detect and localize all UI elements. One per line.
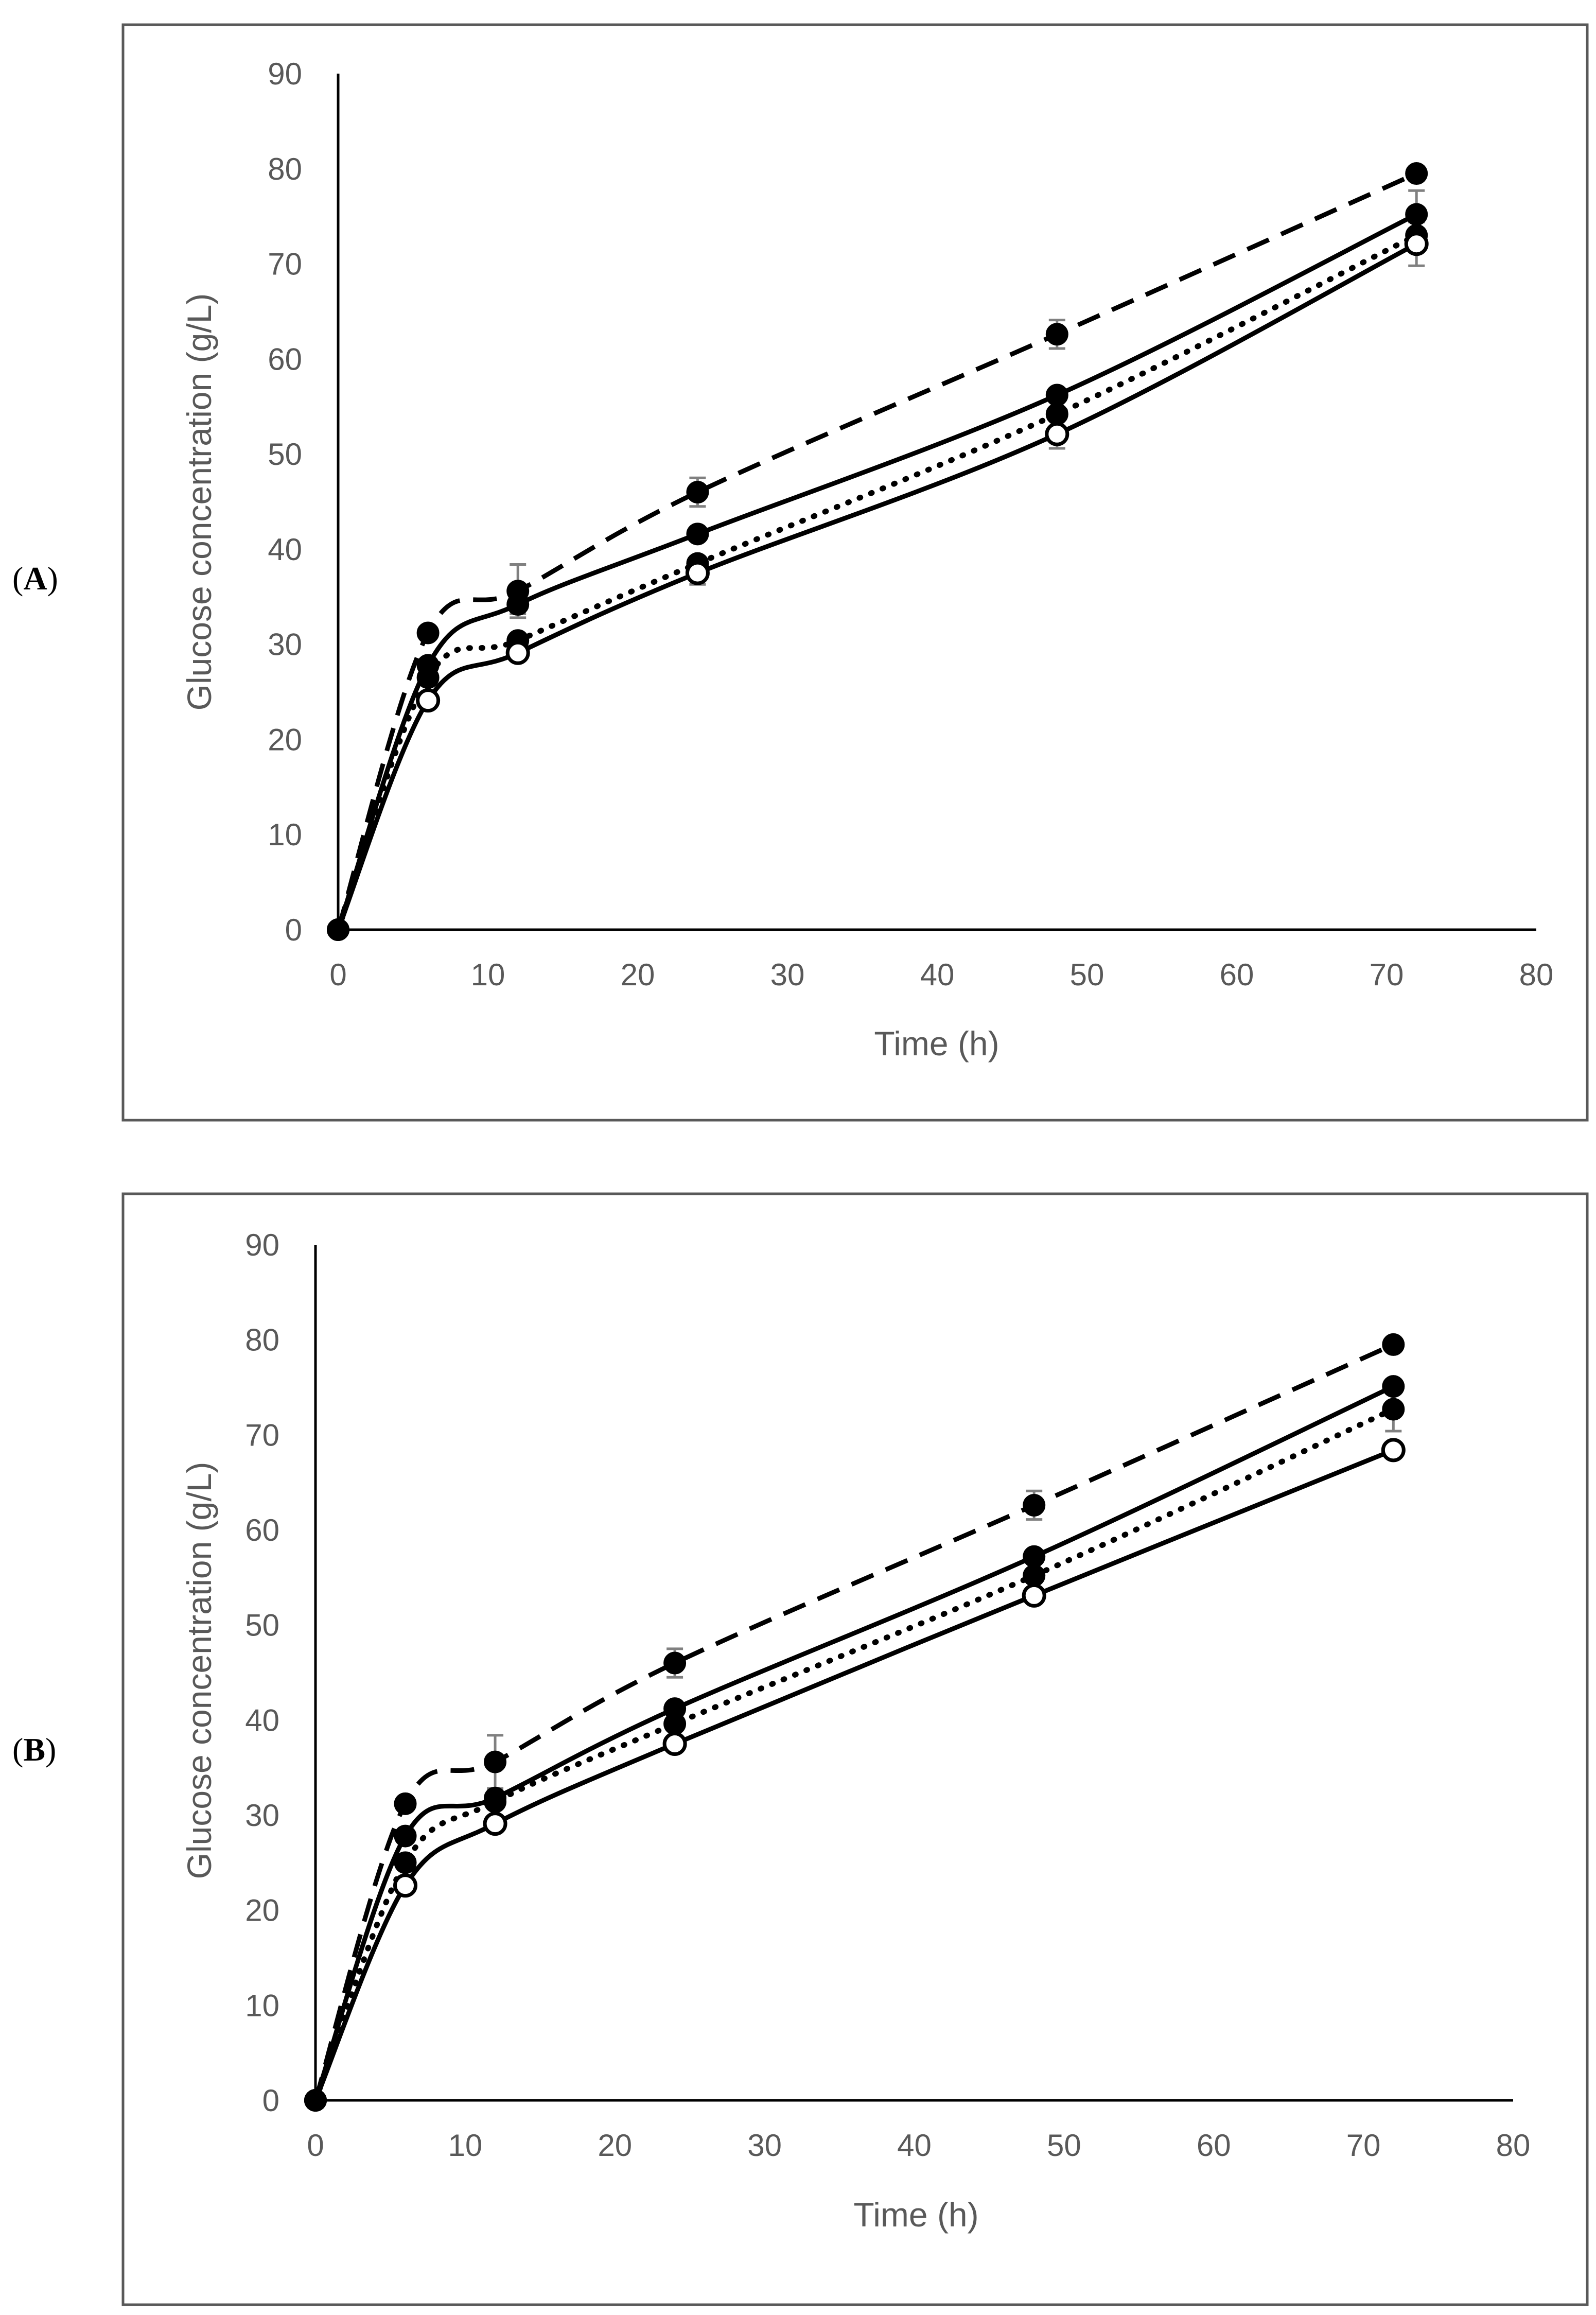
data-point bbox=[1023, 1493, 1046, 1517]
y-tick-label: 40 bbox=[245, 1703, 279, 1737]
data-point bbox=[663, 1651, 687, 1675]
data-point bbox=[327, 918, 349, 941]
y-tick-label: 40 bbox=[268, 532, 302, 567]
data-point bbox=[1382, 1375, 1405, 1398]
x-tick-label: 10 bbox=[471, 958, 505, 992]
y-tick-labels: 0 10 20 30 40 50 60 70 80 90 bbox=[245, 1228, 279, 2118]
y-tick-label: 30 bbox=[245, 1798, 279, 1833]
y-tick-label: 50 bbox=[245, 1608, 279, 1643]
series-line-2 bbox=[313, 1384, 1395, 2101]
data-point bbox=[1023, 1545, 1046, 1568]
series-line-2 bbox=[336, 212, 1418, 931]
x-axis-title: Time (h) bbox=[874, 1024, 999, 1063]
x-tick-label: 0 bbox=[307, 2128, 324, 2163]
data-point bbox=[416, 688, 441, 713]
series-line-1 bbox=[313, 1342, 1395, 2101]
data-point bbox=[1382, 1333, 1405, 1356]
data-point bbox=[1381, 1438, 1406, 1463]
y-tick-labels: 0 10 20 30 40 50 60 70 80 90 bbox=[268, 57, 302, 947]
panel-label-b: (B) bbox=[12, 1731, 56, 1768]
data-point bbox=[394, 1851, 417, 1874]
y-axis-title: Glucose concentration (g/L) bbox=[180, 293, 218, 711]
y-tick-label: 50 bbox=[268, 437, 302, 472]
data-point bbox=[1382, 1398, 1405, 1421]
data-point bbox=[505, 640, 530, 665]
x-tick-label: 50 bbox=[1070, 958, 1104, 992]
data-point bbox=[394, 1824, 417, 1848]
y-tick-label: 0 bbox=[285, 913, 302, 947]
x-tick-label: 50 bbox=[1047, 2128, 1081, 2163]
x-tick-labels: 0 10 20 30 40 50 60 70 80 bbox=[329, 958, 1553, 992]
y-tick-label: 60 bbox=[245, 1513, 279, 1547]
data-point bbox=[1404, 232, 1429, 256]
data-point bbox=[1045, 403, 1068, 426]
data-point bbox=[1405, 162, 1428, 185]
y-tick-label: 90 bbox=[245, 1228, 279, 1262]
series-layer bbox=[304, 1333, 1406, 2112]
panel-a: (A) Time (h) Glucose concentration (g/L)… bbox=[12, 23, 1589, 1122]
data-point bbox=[304, 2089, 327, 2112]
data-point bbox=[662, 1732, 687, 1756]
panel-label-a: (A) bbox=[12, 560, 58, 597]
series-line-1 bbox=[336, 171, 1418, 931]
x-tick-label: 70 bbox=[1370, 958, 1404, 992]
y-tick-label: 10 bbox=[268, 817, 302, 852]
y-tick-label: 90 bbox=[268, 57, 302, 91]
data-point bbox=[685, 561, 710, 585]
panel-b-frame bbox=[121, 1192, 1589, 2306]
data-point bbox=[1045, 323, 1068, 346]
y-tick-label: 70 bbox=[268, 247, 302, 282]
y-tick-label: 80 bbox=[245, 1323, 279, 1357]
series-line-3 bbox=[335, 232, 1419, 933]
x-tick-label: 10 bbox=[448, 2128, 483, 2163]
x-tick-label: 80 bbox=[1519, 958, 1554, 992]
panel-a-frame bbox=[121, 23, 1589, 1122]
x-tick-label: 70 bbox=[1346, 2128, 1381, 2163]
y-tick-label: 20 bbox=[245, 1893, 279, 1928]
data-point bbox=[484, 1790, 507, 1814]
data-point bbox=[483, 1812, 507, 1836]
panel-b: (B) Time (h) Glucose concentration (g/L)… bbox=[12, 1192, 1589, 2306]
series-line-3 bbox=[312, 1406, 1396, 2103]
x-tick-label: 40 bbox=[897, 2128, 932, 2163]
y-tick-label: 10 bbox=[245, 1988, 279, 2023]
data-point bbox=[686, 523, 709, 546]
data-point bbox=[686, 481, 709, 504]
y-tick-label: 30 bbox=[268, 628, 302, 662]
data-point bbox=[393, 1873, 418, 1898]
y-tick-label: 70 bbox=[245, 1418, 279, 1452]
y-tick-label: 20 bbox=[268, 722, 302, 757]
data-point bbox=[1045, 384, 1068, 407]
x-tick-labels: 0 10 20 30 40 50 60 70 80 bbox=[307, 2128, 1530, 2163]
x-tick-label: 40 bbox=[920, 958, 955, 992]
x-tick-label: 20 bbox=[621, 958, 655, 992]
y-axis-title: Glucose concentration (g/L) bbox=[180, 1462, 218, 1879]
data-point bbox=[394, 1792, 417, 1815]
series-layer bbox=[327, 162, 1429, 941]
x-tick-label: 60 bbox=[1197, 2128, 1231, 2163]
data-point bbox=[416, 666, 440, 689]
data-point bbox=[506, 593, 530, 616]
data-point bbox=[1022, 1583, 1046, 1608]
data-point bbox=[484, 1750, 507, 1773]
x-tick-label: 60 bbox=[1220, 958, 1254, 992]
data-point bbox=[1045, 422, 1069, 446]
x-axis-title: Time (h) bbox=[853, 2196, 978, 2234]
x-tick-label: 20 bbox=[598, 2128, 632, 2163]
x-tick-label: 30 bbox=[770, 958, 805, 992]
x-tick-label: 30 bbox=[747, 2128, 782, 2163]
y-tick-label: 80 bbox=[268, 152, 302, 186]
x-tick-label: 0 bbox=[329, 958, 346, 992]
data-point bbox=[1405, 203, 1428, 226]
y-tick-label: 60 bbox=[268, 342, 302, 376]
y-tick-label: 0 bbox=[262, 2083, 279, 2118]
series-line-4 bbox=[313, 1448, 1394, 2101]
data-point bbox=[416, 621, 440, 645]
data-point bbox=[663, 1712, 687, 1735]
series-line-4 bbox=[336, 241, 1418, 931]
data-point bbox=[1023, 1564, 1046, 1587]
x-tick-label: 80 bbox=[1496, 2128, 1531, 2163]
